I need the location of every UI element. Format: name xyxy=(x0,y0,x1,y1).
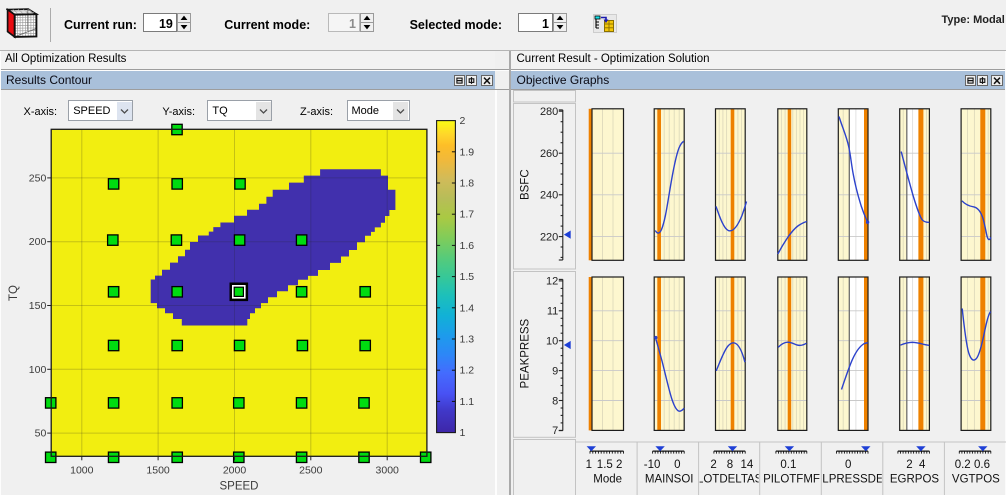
svg-text:EGRPOS: EGRPOS xyxy=(890,473,940,485)
svg-text:2: 2 xyxy=(460,115,466,127)
svg-text:MAINSOI: MAINSOI xyxy=(645,473,694,485)
svg-text:TQ: TQ xyxy=(8,285,20,301)
svg-text:0.2: 0.2 xyxy=(955,459,971,471)
svg-text:7: 7 xyxy=(552,425,558,437)
svg-text:8: 8 xyxy=(727,459,733,471)
svg-text:1: 1 xyxy=(460,427,466,439)
svg-text:10: 10 xyxy=(546,336,558,348)
svg-text:2: 2 xyxy=(906,459,912,471)
svg-text:1.7: 1.7 xyxy=(460,209,475,221)
svg-text:9: 9 xyxy=(552,365,558,377)
svg-text:VGTPOS: VGTPOS xyxy=(952,473,1000,485)
svg-text:50: 50 xyxy=(35,428,47,440)
svg-text:1.3: 1.3 xyxy=(460,334,475,346)
svg-text:200: 200 xyxy=(29,236,47,248)
svg-text:1.5: 1.5 xyxy=(460,271,475,283)
svg-text:1: 1 xyxy=(586,459,592,471)
svg-text:PILOTFMF: PILOTFMF xyxy=(763,473,820,485)
svg-text:0.1: 0.1 xyxy=(780,459,796,471)
svg-text:1.5: 1.5 xyxy=(597,459,613,471)
svg-text:220: 220 xyxy=(540,231,558,243)
svg-text:260: 260 xyxy=(540,148,558,160)
svg-text:1000: 1000 xyxy=(70,465,94,477)
svg-text:1.2: 1.2 xyxy=(460,365,475,377)
svg-text:100: 100 xyxy=(29,364,47,376)
svg-text:SPEED: SPEED xyxy=(220,481,259,493)
svg-text:12: 12 xyxy=(546,276,558,288)
svg-text:BSFC: BSFC xyxy=(519,169,531,200)
svg-text:1.4: 1.4 xyxy=(460,302,475,314)
svg-text:2500: 2500 xyxy=(299,465,323,477)
svg-text:250: 250 xyxy=(29,172,47,184)
svg-text:1500: 1500 xyxy=(146,465,170,477)
svg-text:-10: -10 xyxy=(644,459,661,471)
svg-text:Mode: Mode xyxy=(593,473,622,485)
svg-text:4: 4 xyxy=(919,459,926,471)
svg-text:0: 0 xyxy=(845,459,851,471)
svg-text:RAILPRESSDELTA: RAILPRESSDELTA xyxy=(803,473,903,485)
svg-text:0: 0 xyxy=(674,459,680,471)
svg-text:3000: 3000 xyxy=(376,465,400,477)
svg-text:1.1: 1.1 xyxy=(460,396,475,408)
svg-text:1.8: 1.8 xyxy=(460,178,475,190)
svg-text:1.6: 1.6 xyxy=(460,240,475,252)
svg-text:1.9: 1.9 xyxy=(460,146,475,158)
svg-text:11: 11 xyxy=(547,306,558,318)
svg-text:0.6: 0.6 xyxy=(974,459,990,471)
svg-text:2: 2 xyxy=(616,459,622,471)
svg-text:240: 240 xyxy=(540,190,558,202)
svg-text:PILOTDELTASOI: PILOTDELTASOI xyxy=(686,473,774,485)
svg-text:280: 280 xyxy=(540,106,558,118)
svg-text:14: 14 xyxy=(741,459,754,471)
svg-text:PEAKPRESS: PEAKPRESS xyxy=(519,318,531,388)
svg-text:2: 2 xyxy=(710,459,716,471)
svg-text:8: 8 xyxy=(552,395,558,407)
svg-text:2000: 2000 xyxy=(223,465,247,477)
svg-text:150: 150 xyxy=(29,300,47,312)
